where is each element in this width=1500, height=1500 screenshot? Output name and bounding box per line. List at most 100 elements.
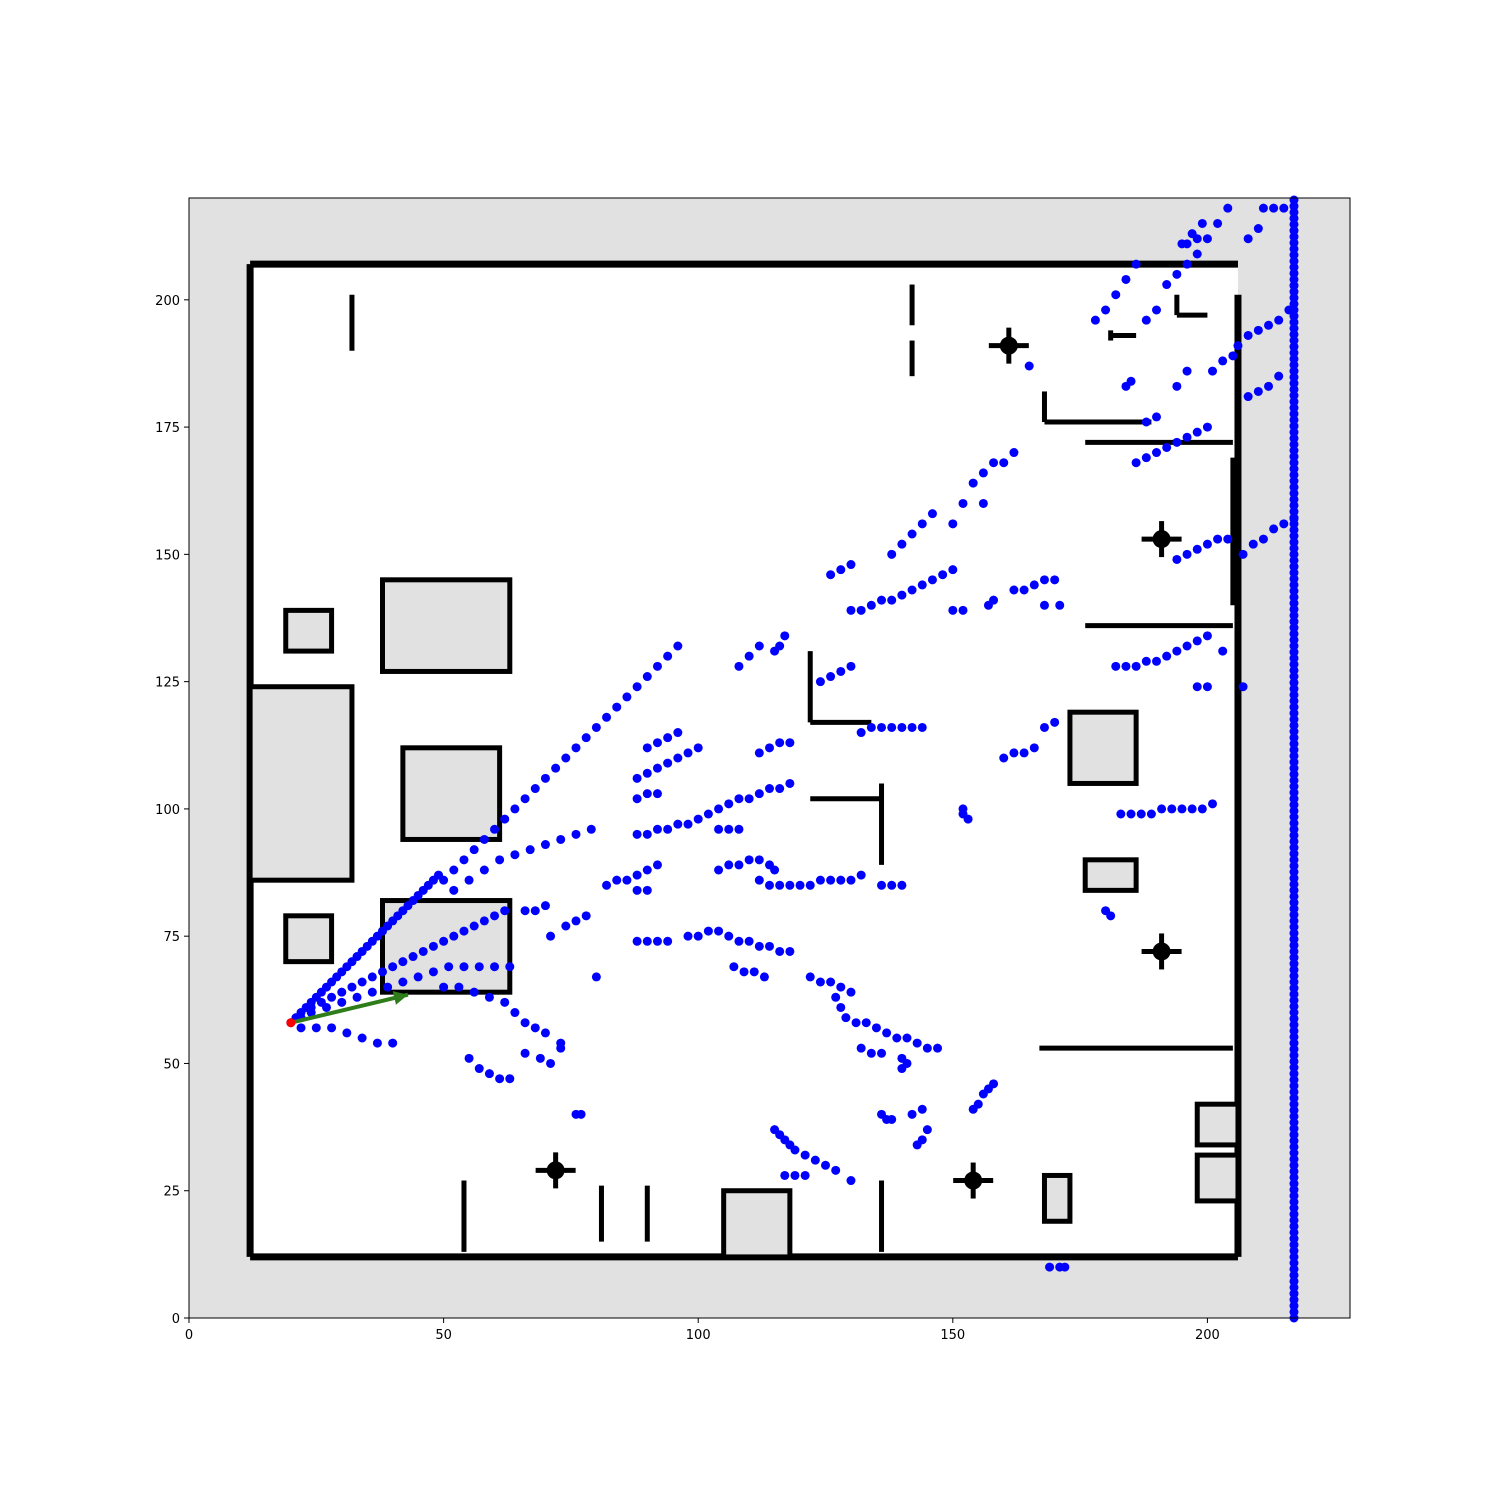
scan-point (846, 987, 856, 997)
scan-point (826, 977, 836, 987)
scan-point (1197, 218, 1207, 228)
scan-point (1243, 330, 1253, 340)
scan-point (882, 1028, 892, 1038)
scan-point (887, 595, 897, 605)
scan-point (642, 672, 652, 682)
scan-point (1243, 234, 1253, 244)
scan-point (561, 921, 571, 931)
scan-point (693, 743, 703, 753)
scan-point (652, 824, 662, 834)
scan-point (571, 916, 581, 926)
scan-point (861, 1018, 871, 1028)
scan-point (917, 1135, 927, 1145)
scan-point (1141, 417, 1151, 427)
scan-point (846, 875, 856, 885)
scan-point (1045, 1262, 1055, 1272)
scan-point (1029, 743, 1039, 753)
scan-point (714, 804, 724, 814)
scan-point (642, 789, 652, 799)
scan-point (1192, 682, 1202, 692)
scan-point (663, 651, 673, 661)
scan-point (754, 748, 764, 758)
scan-point (1243, 392, 1253, 402)
scan-point (1192, 636, 1202, 646)
scan-point (413, 972, 423, 982)
obstacle-box (1194, 1152, 1241, 1204)
scan-point (367, 972, 377, 982)
scan-point (530, 784, 540, 794)
scan-point (800, 1170, 810, 1180)
scan-point (851, 1018, 861, 1028)
scan-point (556, 834, 566, 844)
scan-point (963, 814, 973, 824)
scan-point (683, 748, 693, 758)
scan-point (1126, 376, 1136, 386)
scan-point (612, 702, 622, 712)
scan-point (790, 1145, 800, 1155)
scan-point (510, 804, 520, 814)
scan-point (1197, 804, 1207, 814)
scan-point (586, 824, 596, 834)
scan-point (642, 865, 652, 875)
scan-point (836, 982, 846, 992)
scan-point (1269, 203, 1279, 213)
scan-point (770, 865, 780, 875)
scan-point (810, 1155, 820, 1165)
scan-point (1024, 361, 1034, 371)
scan-point (591, 722, 601, 732)
y-tick-label: 175 (155, 421, 180, 436)
plot-area (189, 195, 1350, 1323)
scan-point (989, 595, 999, 605)
scan-point (500, 997, 510, 1007)
scan-point (1182, 239, 1192, 249)
scan-point (500, 814, 510, 824)
scan-point (775, 641, 785, 651)
scan-point (1289, 195, 1299, 205)
obstacle-marker-core (1152, 942, 1171, 961)
scan-point (408, 952, 418, 962)
scan-point (1019, 748, 1029, 758)
obstacle-marker-core (999, 336, 1018, 355)
scan-point (469, 845, 479, 855)
scan-point (780, 631, 790, 641)
scan-point (1152, 412, 1161, 422)
obstacle-marker (953, 1162, 994, 1199)
scan-point (546, 931, 556, 941)
scan-point (805, 972, 815, 982)
scan-point (989, 458, 999, 468)
scan-point (495, 1074, 505, 1084)
scan-point (917, 519, 927, 529)
obstacle-box (380, 577, 513, 674)
scan-point (474, 962, 484, 972)
scan-point (530, 1023, 540, 1033)
scan-point (821, 1160, 831, 1170)
scan-point (1202, 631, 1212, 641)
obstacle-box (283, 607, 335, 654)
scan-point (1228, 351, 1238, 361)
scan-point (703, 809, 713, 819)
obstacle-marker-core (546, 1161, 565, 1180)
scan-point (836, 565, 846, 575)
scan-point (540, 773, 550, 783)
scan-point (474, 1064, 484, 1074)
plot-frame (188, 197, 1351, 1319)
scan-point (479, 865, 489, 875)
scan-point (815, 875, 825, 885)
scan-point (1264, 381, 1274, 391)
x-tick-label: 150 (940, 1328, 965, 1343)
scan-point (1162, 651, 1172, 661)
scan-point (1019, 585, 1029, 595)
scan-point (765, 880, 774, 890)
scan-point (729, 962, 739, 972)
y-axis: 0 25 50 75 100 125 150 175 200 (155, 294, 189, 1327)
scan-point (831, 992, 841, 1002)
scan-point (734, 936, 744, 946)
scan-point (1009, 448, 1019, 458)
scan-point (1192, 544, 1202, 554)
obstacle-box (721, 1188, 793, 1260)
obstacle-marker (1141, 521, 1182, 558)
scan-point (561, 753, 571, 763)
scan-point (714, 824, 724, 834)
scan-point (989, 1079, 999, 1089)
